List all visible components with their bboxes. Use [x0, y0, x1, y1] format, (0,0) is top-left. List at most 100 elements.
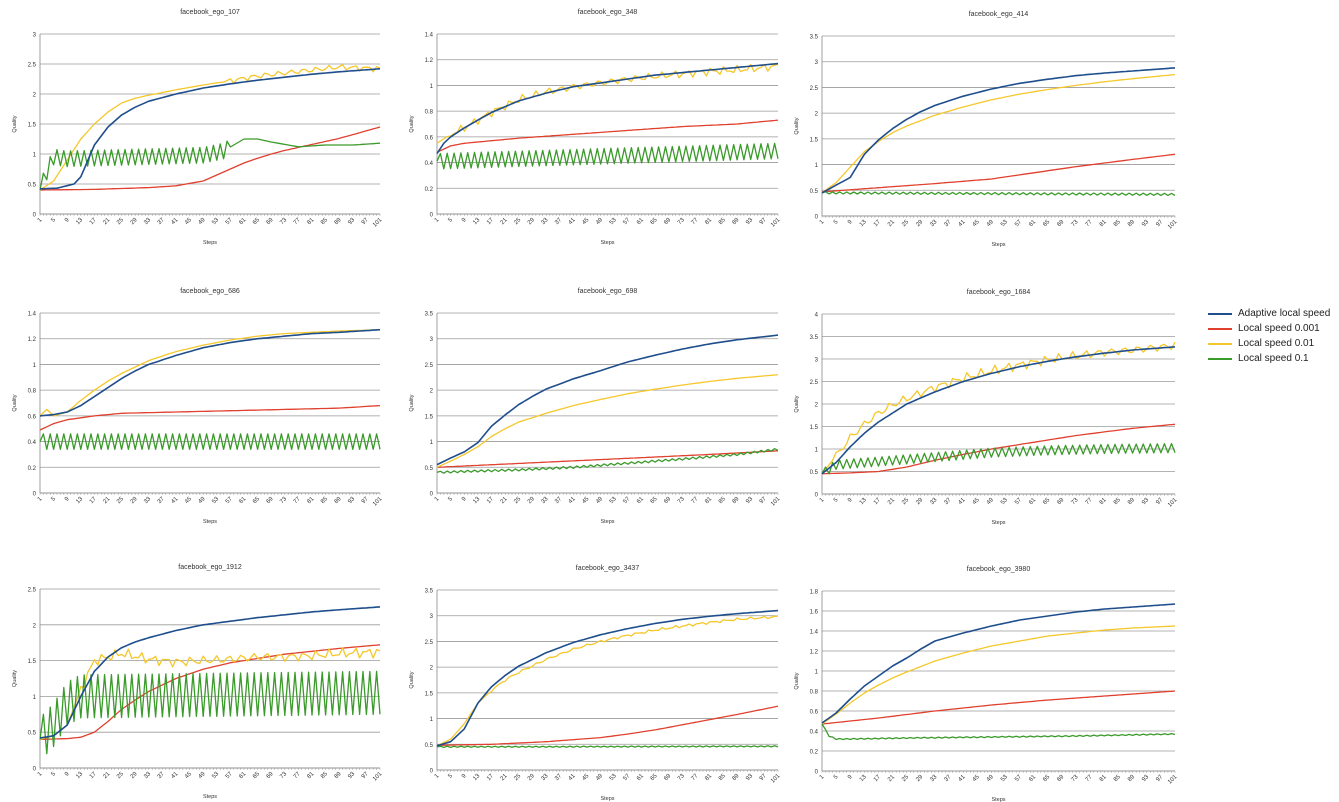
x-tick-label: 57	[1014, 774, 1023, 783]
x-tick-label: 17	[486, 773, 495, 782]
series-line-local-speed-0-01	[436, 374, 779, 468]
x-tick-label: 89	[334, 496, 343, 505]
x-tick-label: 25	[901, 497, 910, 506]
x-axis-label: Steps	[991, 242, 1005, 248]
series-line-local-speed-0-1	[821, 191, 1176, 197]
y-tick-label: 2	[430, 666, 434, 672]
x-tick-label: 101	[770, 496, 782, 508]
x-tick-label: 69	[663, 773, 672, 782]
x-tick-label: 81	[704, 217, 713, 226]
x-tick-label: 73	[1071, 497, 1080, 506]
x-tick-label: 13	[859, 497, 868, 506]
y-tick-label: 2	[815, 403, 819, 409]
x-axis-label: Steps	[991, 520, 1005, 526]
y-tick-label: 3	[430, 614, 434, 620]
series-line-local-speed-0-01	[39, 329, 381, 417]
x-tick-label: 17	[873, 774, 882, 783]
x-tick-label: 29	[527, 773, 536, 782]
x-tick-label: 41	[958, 219, 967, 228]
x-tick-label: 21	[887, 497, 896, 506]
x-tick-label: 93	[1141, 774, 1150, 783]
x-tick-label: 21	[102, 771, 111, 780]
x-tick-label: 37	[554, 217, 563, 226]
x-tick-label: 97	[361, 217, 370, 226]
x-tick-label: 53	[1000, 774, 1009, 783]
x-tick-label: 45	[184, 217, 193, 226]
chart-title: facebook_ego_686	[180, 288, 240, 295]
legend-swatch-speed-001	[1208, 342, 1232, 345]
x-tick-label: 9	[64, 771, 71, 778]
y-axis-label: Quality	[12, 115, 18, 132]
x-tick-label: 41	[958, 497, 967, 506]
x-tick-label: 5	[833, 497, 840, 504]
x-tick-label: 69	[663, 496, 672, 505]
x-tick-label: 61	[238, 771, 247, 780]
x-tick-label: 13	[472, 217, 481, 226]
series-line-local-speed-0-1	[436, 745, 779, 749]
x-tick-label: 93	[347, 496, 356, 505]
y-tick-label: 0.6	[810, 710, 819, 716]
y-tick-label: 1	[430, 440, 434, 446]
x-tick-label: 85	[1113, 219, 1122, 228]
y-tick-label: 1	[815, 670, 819, 676]
x-tick-label: 25	[116, 217, 125, 226]
x-tick-label: 61	[238, 496, 247, 505]
series-line-adaptive-local-speed	[436, 334, 779, 466]
x-tick-label: 73	[677, 773, 686, 782]
x-tick-label: 77	[293, 771, 302, 780]
x-tick-label: 73	[677, 496, 686, 505]
x-tick-label: 61	[636, 217, 645, 226]
x-tick-label: 101	[1167, 497, 1179, 509]
x-axis-label: Steps	[600, 796, 614, 802]
x-tick-label: 77	[293, 496, 302, 505]
x-tick-label: 13	[75, 496, 84, 505]
y-axis-label: Quality	[409, 115, 415, 132]
y-tick-label: 1.4	[425, 33, 434, 39]
series-line-local-speed-0-01	[821, 73, 1176, 194]
x-tick-label: 41	[958, 774, 967, 783]
x-tick-label: 25	[116, 496, 125, 505]
x-tick-label: 25	[513, 773, 522, 782]
x-tick-label: 81	[1099, 774, 1108, 783]
legend-item-adaptive: Adaptive local speed	[1208, 306, 1336, 321]
y-tick-label: 1	[430, 717, 434, 723]
x-tick-label: 81	[704, 496, 713, 505]
y-tick-label: 1.5	[425, 414, 434, 420]
y-tick-label: 1	[33, 363, 37, 369]
x-tick-label: 41	[170, 771, 179, 780]
x-tick-label: 9	[461, 496, 468, 503]
x-tick-label: 85	[718, 217, 727, 226]
x-tick-label: 85	[320, 771, 329, 780]
y-tick-label: 0.5	[810, 470, 819, 476]
y-axis-label: Quality	[409, 394, 415, 411]
y-axis-label: Quality	[794, 395, 800, 412]
x-tick-label: 77	[1085, 774, 1094, 783]
x-tick-label: 1	[819, 774, 826, 781]
x-tick-label: 37	[157, 217, 166, 226]
x-tick-label: 49	[986, 774, 995, 783]
y-tick-label: 0.4	[28, 440, 37, 446]
x-tick-label: 45	[184, 771, 193, 780]
x-tick-label: 29	[130, 496, 139, 505]
x-tick-label: 45	[581, 773, 590, 782]
x-tick-label: 29	[527, 217, 536, 226]
series-line-local-speed-0-1	[39, 670, 381, 755]
y-tick-label: 3.5	[810, 335, 819, 341]
x-tick-label: 65	[650, 773, 659, 782]
x-tick-label: 53	[1000, 219, 1009, 228]
y-tick-label: 0.5	[810, 189, 819, 195]
y-tick-label: 4	[815, 313, 819, 319]
x-tick-label: 49	[198, 217, 207, 226]
y-axis-label: Quality	[794, 672, 800, 689]
x-tick-label: 57	[622, 217, 631, 226]
x-tick-label: 57	[1014, 497, 1023, 506]
x-tick-label: 81	[1099, 497, 1108, 506]
x-tick-label: 77	[691, 496, 700, 505]
x-tick-label: 45	[972, 774, 981, 783]
x-tick-label: 81	[1099, 219, 1108, 228]
x-tick-label: 77	[1085, 219, 1094, 228]
series-line-local-speed-0-01	[821, 341, 1176, 475]
